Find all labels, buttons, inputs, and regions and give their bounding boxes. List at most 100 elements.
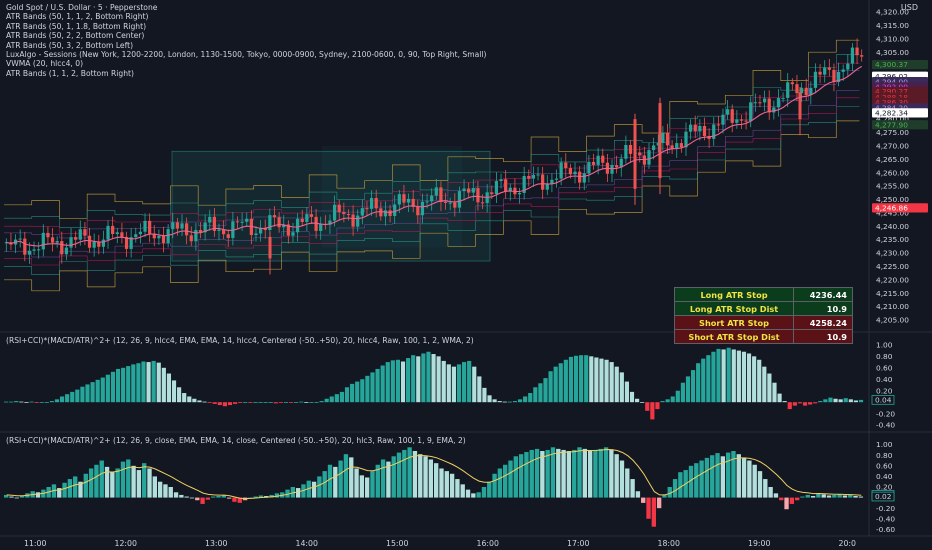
osc-histogram-bar bbox=[477, 376, 482, 403]
osc-histogram-bar bbox=[624, 381, 630, 403]
osc-histogram-bar bbox=[451, 366, 456, 403]
osc-histogram-bar bbox=[395, 359, 401, 403]
osc-histogram-bar bbox=[110, 472, 115, 498]
osc-histogram-bar bbox=[741, 457, 747, 498]
osc-histogram-bar bbox=[625, 468, 630, 498]
osc-histogram-bar bbox=[736, 454, 741, 498]
osc-histogram-bar bbox=[141, 361, 146, 403]
candle-body bbox=[860, 55, 864, 57]
candle-body bbox=[758, 102, 762, 104]
osc-histogram-bar bbox=[534, 448, 540, 498]
price-tick-label: 4,235.00 bbox=[876, 235, 909, 244]
osc-histogram-bar bbox=[789, 497, 795, 504]
osc-histogram-bar bbox=[553, 366, 558, 403]
candle-body bbox=[457, 191, 462, 208]
legend-atr-bands-2[interactable]: ATR Bands (50, 1, 1.8, Bottom Right) bbox=[6, 21, 147, 31]
osc-histogram-bar bbox=[604, 359, 609, 403]
candle-body bbox=[749, 102, 753, 122]
osc-histogram-bar bbox=[391, 456, 396, 498]
candle-body bbox=[258, 227, 263, 234]
osc-histogram-bar bbox=[34, 402, 39, 403]
osc-histogram-bar bbox=[14, 401, 19, 403]
candle-body bbox=[832, 69, 836, 83]
candle-body bbox=[115, 232, 119, 234]
candle-body bbox=[550, 179, 554, 184]
time-axis-label: 18:00 bbox=[658, 539, 681, 548]
legend-atr-bands-4[interactable]: ATR Bands (50, 3, 2, Bottom Left) bbox=[6, 40, 134, 50]
osc-histogram-bar bbox=[651, 497, 657, 527]
atr-band-line bbox=[4, 90, 860, 258]
candle-body bbox=[148, 220, 152, 234]
osc-histogram-bar bbox=[741, 351, 747, 403]
candle-body bbox=[661, 132, 665, 143]
osc-histogram-bar bbox=[599, 358, 604, 403]
osc-histogram-bar bbox=[243, 402, 248, 403]
osc-histogram-bar bbox=[349, 457, 354, 498]
price-badge-label: 4,246.86 bbox=[875, 203, 908, 212]
candle-body bbox=[365, 208, 369, 210]
osc-histogram-bar bbox=[299, 401, 304, 403]
osc-histogram-bar bbox=[670, 396, 675, 403]
osc-histogram-bar bbox=[99, 460, 104, 498]
osc-tick-label: -0.20 bbox=[876, 409, 895, 418]
osc2-title[interactable]: (RSI+CCI)*(MACD/ATR)^2+ (12, 26, 9, clos… bbox=[6, 436, 466, 445]
osc-histogram-bar bbox=[594, 357, 599, 403]
candle-body bbox=[286, 224, 290, 236]
osc-histogram-bar bbox=[688, 465, 694, 498]
osc-histogram-bar bbox=[757, 471, 763, 498]
candle-body bbox=[87, 235, 92, 248]
legend-atr-bands-1[interactable]: ATR Bands (50, 1, 1, 2, Bottom Right) bbox=[6, 12, 149, 22]
legend-symbol[interactable]: Gold Spot / U.S. Dollar · 5 · Pepperston… bbox=[6, 3, 158, 12]
candle-body bbox=[564, 162, 568, 169]
osc-histogram-bar bbox=[507, 401, 512, 403]
osc-histogram-bar bbox=[115, 468, 120, 498]
osc-histogram-bar bbox=[460, 484, 465, 498]
candle-body bbox=[305, 214, 309, 222]
candle-body bbox=[295, 218, 300, 233]
osc-histogram-bar bbox=[189, 497, 195, 499]
osc-histogram-bar bbox=[222, 402, 227, 407]
osc-histogram-bar bbox=[44, 402, 49, 403]
osc-histogram-bar bbox=[216, 496, 221, 498]
candle-body bbox=[134, 234, 138, 238]
osc-histogram-bar bbox=[446, 364, 451, 403]
osc-histogram-bar bbox=[619, 372, 624, 403]
osc1-title[interactable]: (RSI+CCI)*(MACD/ATR)^2+ (12, 26, 9, hlcc… bbox=[6, 336, 474, 345]
osc-histogram-bar bbox=[350, 383, 355, 403]
osc-histogram-bar bbox=[568, 356, 574, 403]
atr-row-long-stop: Long ATR Stop 4236.44 bbox=[674, 287, 853, 302]
legend-atr-bands-3[interactable]: ATR Bands (50, 2, 2, Bottom Center) bbox=[6, 31, 145, 41]
osc-histogram-bar bbox=[584, 355, 589, 403]
osc-histogram-bar bbox=[248, 402, 253, 403]
candle-body bbox=[291, 232, 295, 236]
osc-histogram-bar bbox=[295, 488, 301, 498]
legend-atr-bands-5[interactable]: ATR Bands (1, 1, 2, Bottom Right) bbox=[6, 68, 134, 78]
osc-histogram-bar bbox=[324, 398, 329, 403]
atr-band-line bbox=[4, 97, 860, 266]
candle-body bbox=[231, 221, 235, 238]
osc-histogram-bar bbox=[217, 402, 222, 406]
candle-body bbox=[69, 237, 73, 248]
candle-body bbox=[795, 84, 799, 94]
osc-histogram-bar bbox=[126, 366, 131, 403]
osc-histogram-bar bbox=[380, 365, 385, 403]
osc-histogram-bar bbox=[508, 460, 513, 498]
legend-sessions[interactable]: LuxAlgo - Sessions (New York, 1200-2200,… bbox=[6, 49, 487, 59]
currency-label[interactable]: USD bbox=[900, 3, 918, 12]
candle-body bbox=[638, 152, 642, 156]
osc-histogram-bar bbox=[100, 377, 105, 403]
osc-histogram-bar bbox=[232, 402, 238, 404]
time-axis-label: 11:00 bbox=[24, 539, 47, 548]
price-badge-label: 4,290.27 bbox=[875, 87, 908, 96]
chart-legend: Gold Spot / U.S. Dollar · 5 · Pepperston… bbox=[6, 3, 486, 78]
osc-histogram-bar bbox=[136, 363, 141, 403]
candle-body bbox=[730, 109, 734, 123]
osc-histogram-bar bbox=[177, 387, 182, 403]
osc-histogram-bar bbox=[650, 402, 655, 420]
candle-body bbox=[508, 187, 512, 192]
legend-vwma[interactable]: VWMA (20, hlcc4, 0) bbox=[6, 59, 84, 69]
osc-histogram-bar bbox=[314, 402, 319, 403]
candle-body bbox=[841, 69, 845, 72]
osc-histogram-bar bbox=[365, 375, 370, 403]
